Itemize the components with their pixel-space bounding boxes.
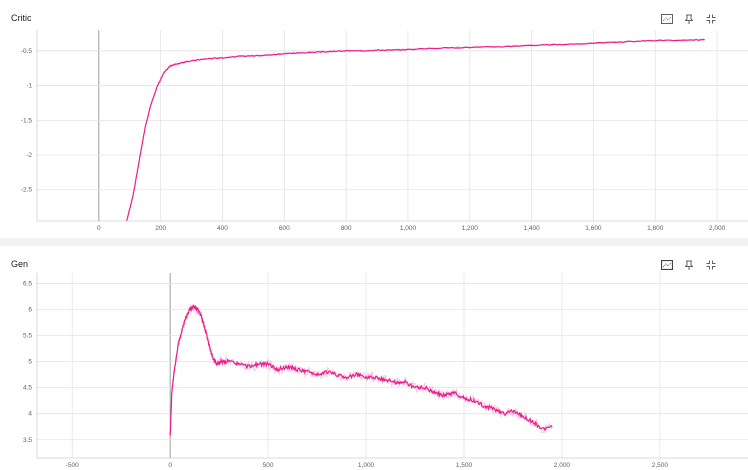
card-divider [0, 238, 748, 246]
raw-series-line [126, 38, 705, 221]
fullscreen-icon[interactable] [704, 12, 718, 26]
critic-chart-toolbar [660, 12, 718, 26]
fullscreen-icon[interactable] [704, 258, 718, 272]
x-tick-label: 1,500 [456, 462, 473, 469]
pin-icon[interactable] [682, 12, 696, 26]
fit-domain-icon[interactable] [660, 12, 674, 26]
y-tick-label: 4 [28, 411, 32, 418]
pin-icon[interactable] [682, 258, 696, 272]
gen-chart-card: Gen -500 0 500 1,000 1,500 2,000 2,500 6.5 6 5.5 5… [0, 246, 748, 470]
x-tick-label: 2,000 [709, 225, 726, 232]
y-tick-label: 5.5 [23, 333, 32, 340]
raw-series-line [169, 304, 553, 437]
x-tick-label: 0 [97, 225, 101, 232]
y-tick-label: 6.5 [23, 280, 32, 287]
x-tick-label: 1,200 [462, 225, 479, 232]
gen-chart-title: Gen [11, 259, 29, 269]
y-tick-label: 4.5 [23, 385, 32, 392]
y-tick-label: 6 [28, 306, 32, 313]
x-tick-label: 2,500 [652, 462, 669, 469]
y-tick-label: -0.5 [21, 48, 33, 55]
y-tick-label: -1 [26, 83, 32, 90]
critic-chart-title: Critic [11, 13, 32, 23]
x-tick-label: 1,000 [400, 225, 417, 232]
fit-domain-icon[interactable] [660, 258, 674, 272]
x-tick-label: 500 [263, 462, 274, 469]
y-tick-label: 5 [28, 359, 32, 366]
x-tick-label: 800 [341, 225, 352, 232]
x-tick-label: 600 [279, 225, 290, 232]
gen-chart-toolbar [660, 258, 718, 272]
x-tick-label: 200 [155, 225, 166, 232]
y-tick-label: -1.5 [21, 117, 33, 124]
y-tick-label: -2 [26, 152, 32, 159]
smoothed-series-line [126, 38, 705, 221]
y-tick-label: -2.5 [21, 187, 33, 194]
critic-chart-card: Critic 0 200 400 600 800 1,000 1,200 1,400 1,600… [0, 0, 748, 238]
x-tick-label: 1,800 [647, 225, 664, 232]
smoothed-series-line [169, 304, 553, 436]
x-tick-label: 0 [168, 462, 172, 469]
x-tick-label: -500 [66, 462, 79, 469]
x-tick-label: 2,000 [554, 462, 571, 469]
x-tick-label: 1,000 [358, 462, 375, 469]
gen-chart[interactable]: -500 0 500 1,000 1,500 2,000 2,500 6.5 6 5.5 5 4.5 4… [0, 246, 748, 470]
x-tick-label: 400 [217, 225, 228, 232]
critic-chart[interactable]: 0 200 400 600 800 1,000 1,200 1,400 1,600 1,800 2,… [0, 0, 748, 238]
y-tick-label: 3.5 [23, 437, 32, 444]
x-tick-label: 1,600 [585, 225, 602, 232]
x-tick-label: 1,400 [523, 225, 540, 232]
